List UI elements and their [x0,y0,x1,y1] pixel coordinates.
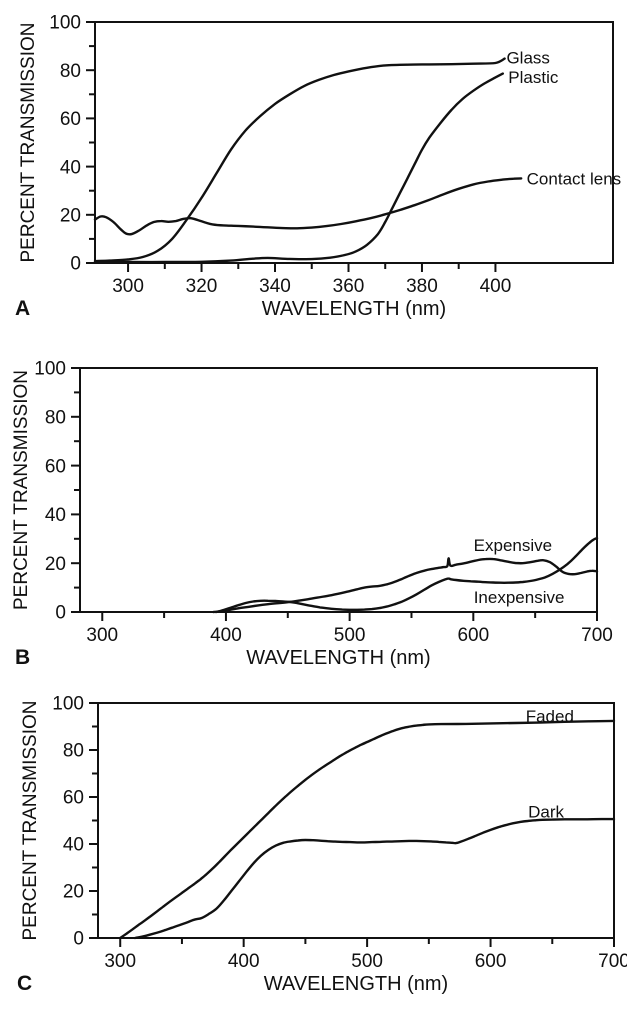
series-label-glass: Glass [506,48,549,67]
series-label-expensive: Expensive [474,536,552,555]
panel-letter-a: A [15,297,30,320]
x-tick-label-c: 600 [475,951,507,972]
panel-c: 300 400 500 600 700 0 20 40 60 80 100 WAVELENGTH (n… [17,694,627,995]
y-tick-label-b: 0 [55,603,66,624]
y-tick-label-a: 40 [60,157,81,178]
x-tick-label-a: 320 [186,276,218,297]
y-tick-label-a: 80 [60,61,81,82]
y-tick-label-c: 80 [63,741,84,762]
x-tick-label-a: 360 [333,276,365,297]
y-tick-label-a: 60 [60,109,81,130]
y-axis-title-b: PERCENT TRANSMISSION [11,370,32,610]
curve-contact-lens [93,177,523,236]
x-axis-title-c: WAVELENGTH (nm) [264,973,448,995]
series-label-contact-lens: Contact lens [527,170,622,189]
y-tick-label-b: 20 [45,554,66,575]
series-label-dark: Dark [528,803,564,822]
y-tick-label-b: 80 [45,407,66,428]
panel-letter-c: C [17,972,32,995]
panel-b: 300 400 500 600 700 0 20 40 60 80 100 WAVELENGTH (n… [11,359,613,669]
plot-box-b [79,367,598,613]
curve-faded [119,719,616,940]
y-tick-label-c: 0 [73,929,84,950]
panel-letter-b: B [15,646,30,669]
series-label-plastic: Plastic [508,68,559,87]
curve-dark [133,817,616,940]
x-tick-label-b: 300 [86,625,118,646]
y-tick-label-a: 100 [49,13,81,34]
curve-expensive [212,557,599,614]
x-tick-label-a: 400 [480,276,512,297]
series-label-faded: Faded [526,707,574,726]
x-tick-label-c: 700 [598,951,627,972]
x-tick-label-a: 300 [112,276,144,297]
y-axis-title-c: PERCENT TRANSMISSION [20,700,41,940]
series-label-inexpensive: Inexpensive [474,588,565,607]
curve-inexpensive [214,536,599,614]
y-tick-label-b: 100 [34,359,66,380]
x-axis-title-b: WAVELENGTH (nm) [246,647,430,669]
x-tick-label-b: 400 [210,625,242,646]
y-tick-label-c: 40 [63,835,84,856]
y-tick-label-c: 60 [63,788,84,809]
curve-plastic [93,72,504,264]
curve-glass [93,57,506,263]
y-tick-label-b: 60 [45,456,66,477]
y-tick-label-a: 0 [70,254,81,275]
x-axis-title-a: WAVELENGTH (nm) [262,298,446,320]
x-tick-label-b: 700 [581,625,613,646]
x-tick-label-b: 600 [457,625,489,646]
y-tick-label-c: 100 [52,694,84,715]
y-axis-title-a: PERCENT TRANSMISSION [18,22,39,262]
panel-a: 300 320 340 360 380 400 0 20 40 60 80 100 WAVELENGTH… [15,13,621,320]
y-tick-label-a: 20 [60,205,81,226]
y-tick-label-c: 20 [63,882,84,903]
x-tick-label-c: 500 [351,951,383,972]
x-tick-label-c: 300 [104,951,136,972]
x-tick-label-a: 340 [259,276,291,297]
x-tick-label-a: 380 [406,276,438,297]
x-tick-label-c: 400 [228,951,260,972]
x-tick-label-b: 500 [334,625,366,646]
y-tick-label-b: 40 [45,505,66,526]
